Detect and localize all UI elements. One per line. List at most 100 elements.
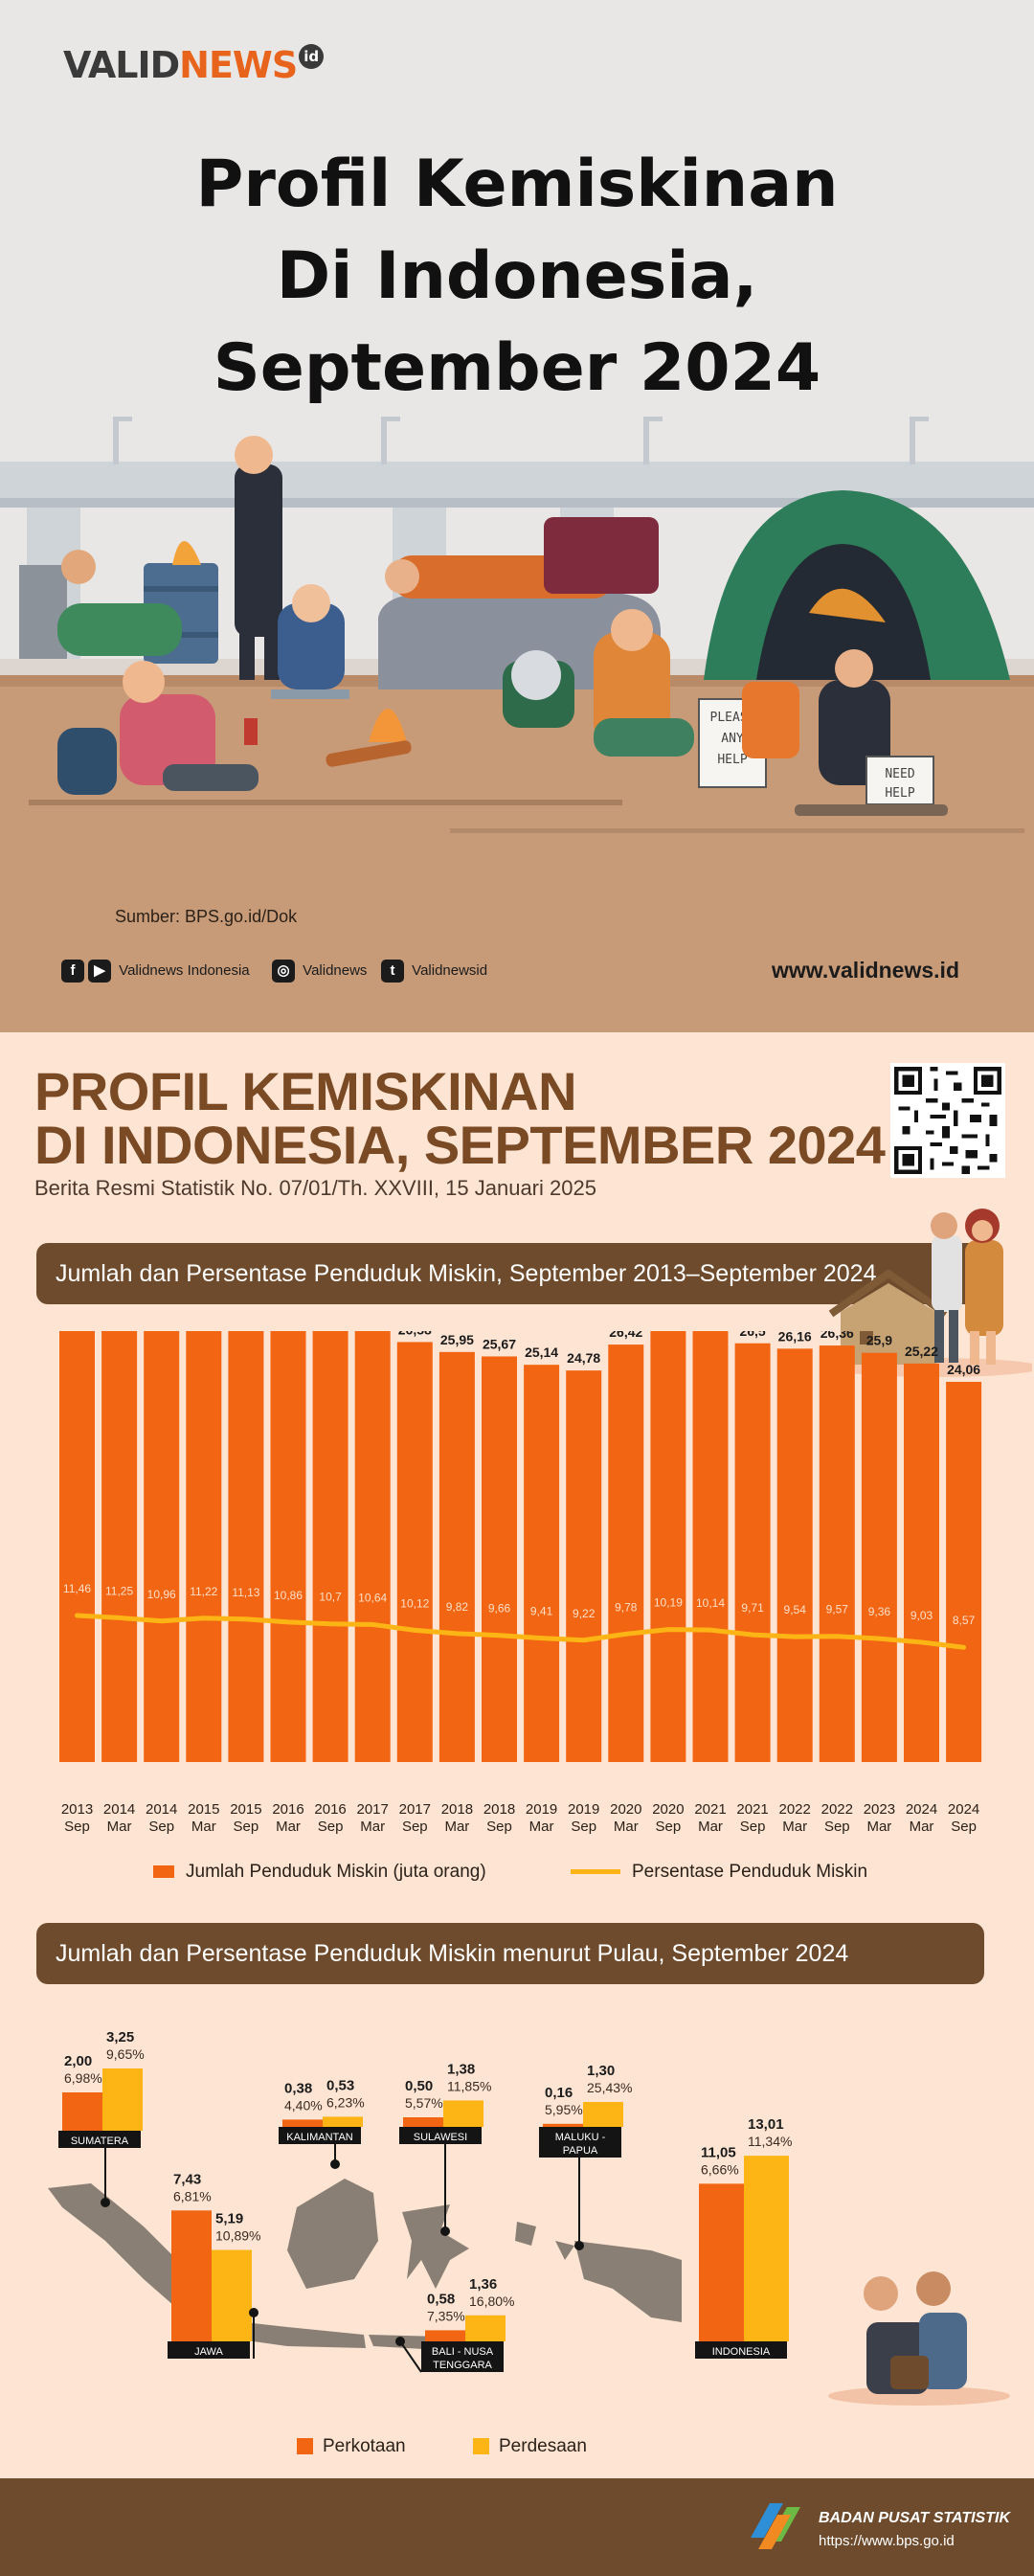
x-tick-month: Sep: [148, 1819, 174, 1835]
x-tick-month: Mar: [910, 1819, 934, 1835]
leader-line: [399, 2340, 422, 2373]
percent-value-label: 9,82: [446, 1600, 469, 1614]
percent-value-label: 9,71: [741, 1601, 764, 1615]
percent-value-label: 8,57: [953, 1614, 976, 1627]
percent-value-label: 9,03: [910, 1609, 933, 1622]
bar-rural: [323, 2116, 363, 2127]
bar-urban: [543, 2123, 583, 2127]
social-facebook-youtube[interactable]: f ▶ Validnews Indonesia: [61, 958, 250, 984]
bar-value-label: 26,36: [820, 1331, 854, 1341]
x-tick-year: 2022: [821, 1801, 853, 1818]
bar: [186, 1331, 222, 1762]
x-tick-month: Sep: [486, 1819, 512, 1835]
rural-percent-label: 11,34%: [748, 2134, 792, 2149]
rural-percent-label: 10,89%: [215, 2228, 260, 2244]
legend-rural-swatch: [473, 2438, 489, 2455]
region-tag-label: KALIMANTAN: [286, 2132, 353, 2143]
bar: [524, 1365, 560, 1762]
map-sumatra: [48, 2183, 206, 2313]
x-tick-month: Mar: [698, 1819, 723, 1835]
urban-value-label: 0,16: [545, 2085, 573, 2101]
region-tag-label: SUMATERA: [71, 2135, 129, 2147]
bar-value-label: 25,14: [525, 1344, 558, 1360]
bar: [776, 1348, 813, 1762]
x-tick-month: Mar: [107, 1819, 132, 1835]
region-tag: [58, 2131, 141, 2148]
x-tick-month: Sep: [740, 1819, 766, 1835]
region-tag: [421, 2341, 504, 2372]
percent-value-label: 11,46: [63, 1582, 91, 1595]
x-tick-month: Sep: [318, 1819, 344, 1835]
legend-item-urban: Perkotaan: [297, 2436, 406, 2457]
x-tick-year: 2019: [526, 1801, 557, 1818]
hero-title: Profil Kemiskinan Di Indonesia, Septembe…: [0, 139, 1034, 415]
facebook-icon: f: [61, 960, 84, 983]
region-tag-label: MALUKU -: [555, 2132, 606, 2143]
legend-line-swatch: [571, 1869, 620, 1875]
region-tag-label: BALI - NUSA: [432, 2346, 494, 2358]
x-tick-year: 2016: [314, 1801, 346, 1818]
x-tick-year: 2022: [779, 1801, 811, 1818]
legend-item-rural: Perdesaan: [473, 2436, 587, 2457]
section2-banner: Jumlah dan Persentase Penduduk Miskin me…: [36, 1923, 984, 1984]
rural-value-label: 13,01: [748, 2116, 784, 2133]
leader-dot: [440, 2226, 450, 2236]
rural-value-label: 1,30: [587, 2063, 615, 2079]
rural-percent-label: 9,65%: [106, 2046, 145, 2062]
website-link[interactable]: www.validnews.id: [772, 958, 959, 983]
x-tick-year: 2023: [864, 1801, 895, 1818]
x-tick-year: 2015: [230, 1801, 261, 1818]
bar-rural: [212, 2249, 252, 2341]
validnews-logo[interactable]: VALIDNEWS id: [63, 44, 325, 86]
region-tag-label: SULAWESI: [414, 2132, 467, 2143]
urban-value-label: 11,05: [701, 2144, 736, 2160]
bar: [228, 1331, 264, 1762]
bar-value-label: 24,78: [567, 1350, 600, 1366]
social-instagram[interactable]: ◎ Validnews: [272, 958, 367, 984]
bar: [650, 1331, 686, 1762]
bar: [861, 1352, 897, 1762]
percent-value-label: 10,7: [319, 1591, 342, 1604]
leader-dot: [574, 2241, 584, 2250]
legend-urban-swatch: [297, 2438, 313, 2455]
bar-value-label: 25,9: [866, 1333, 892, 1348]
map-papua: [574, 2241, 682, 2322]
bar-value-label: 25,22: [905, 1344, 938, 1359]
source-note: Sumber: BPS.go.id/Dok: [115, 907, 298, 926]
youtube-icon: ▶: [88, 960, 111, 983]
rural-percent-label: 16,80%: [469, 2294, 514, 2309]
region-tag-label: TENGGARA: [433, 2360, 492, 2371]
bar-urban: [403, 2117, 443, 2127]
leader-dot: [330, 2159, 340, 2169]
section1-banner: Jumlah dan Persentase Penduduk Miskin, S…: [36, 1243, 984, 1304]
x-tick-year: 2021: [694, 1801, 726, 1818]
x-tick-month: Sep: [951, 1819, 977, 1835]
rural-percent-label: 11,85%: [447, 2078, 491, 2093]
region-tag: [695, 2341, 787, 2359]
region-tag: [539, 2127, 621, 2158]
urban-percent-label: 6,98%: [64, 2070, 102, 2086]
urban-percent-label: 5,95%: [545, 2102, 583, 2117]
social-twitter[interactable]: t Validnewsid: [381, 958, 487, 984]
qr-code[interactable]: [890, 1063, 1005, 1178]
bar-value-label: 24,06: [947, 1362, 980, 1377]
bps-url[interactable]: https://www.bps.go.id: [819, 2533, 955, 2549]
x-tick-month: Mar: [191, 1819, 216, 1835]
bar: [354, 1331, 391, 1762]
bar-urban: [425, 2330, 465, 2341]
bar-rural: [443, 2100, 483, 2127]
bar: [312, 1331, 348, 1762]
footer: [0, 2478, 1034, 2576]
x-tick-year: 2014: [103, 1801, 135, 1818]
bar-value-label: 26,42: [609, 1331, 642, 1340]
sitting-couple-illustration: [828, 2271, 1010, 2406]
x-tick-month: Mar: [444, 1819, 469, 1835]
x-tick-year: 2018: [441, 1801, 473, 1818]
leader-dot: [395, 2337, 405, 2346]
urban-percent-label: 4,40%: [284, 2097, 323, 2113]
x-tick-year: 2024: [906, 1801, 937, 1818]
map-kalimantan: [287, 2179, 378, 2289]
x-tick-month: Sep: [656, 1819, 682, 1835]
x-tick-year: 2019: [568, 1801, 599, 1818]
poverty-by-island-chart: 2,006,98%3,259,65%SUMATERA0,384,40%0,536…: [48, 2029, 1010, 2406]
